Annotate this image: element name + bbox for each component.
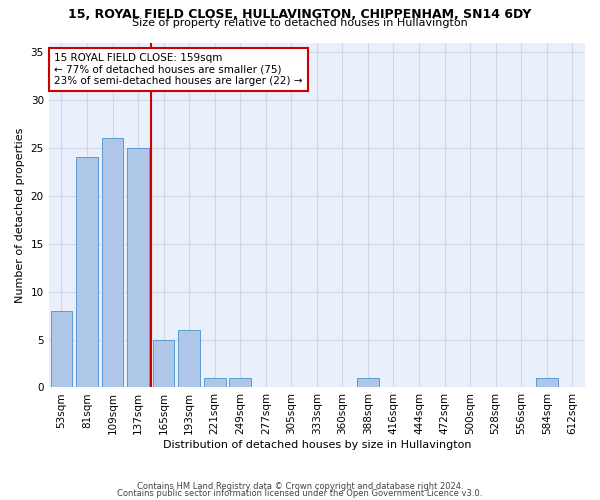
Bar [357,378,379,388]
Bar [178,330,200,388]
Bar [101,138,124,388]
Text: 15, ROYAL FIELD CLOSE, HULLAVINGTON, CHIPPENHAM, SN14 6DY: 15, ROYAL FIELD CLOSE, HULLAVINGTON, CHI… [68,8,532,20]
Bar [153,340,175,388]
Bar [536,378,557,388]
Bar [50,311,72,388]
Text: Size of property relative to detached houses in Hullavington: Size of property relative to detached ho… [132,18,468,28]
Text: Contains public sector information licensed under the Open Government Licence v3: Contains public sector information licen… [118,490,482,498]
Text: Contains HM Land Registry data © Crown copyright and database right 2024.: Contains HM Land Registry data © Crown c… [137,482,463,491]
Y-axis label: Number of detached properties: Number of detached properties [15,128,25,302]
Bar [229,378,251,388]
X-axis label: Distribution of detached houses by size in Hullavington: Distribution of detached houses by size … [163,440,471,450]
Bar [76,158,98,388]
Text: 15 ROYAL FIELD CLOSE: 159sqm
← 77% of detached houses are smaller (75)
23% of se: 15 ROYAL FIELD CLOSE: 159sqm ← 77% of de… [54,53,302,86]
Bar [204,378,226,388]
Bar [127,148,149,388]
